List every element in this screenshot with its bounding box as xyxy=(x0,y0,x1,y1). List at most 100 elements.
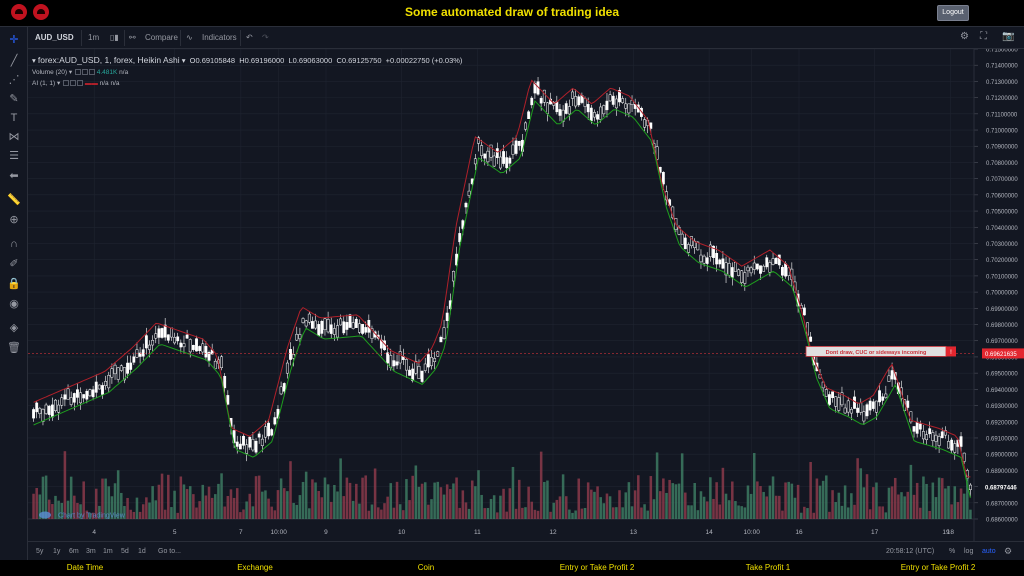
fib-tool-icon[interactable]: ⋰ xyxy=(8,74,20,86)
price-chart[interactable]: 0.71500000 0.71400000 0.71300000 0.71200000… xyxy=(28,49,1024,541)
candle-body xyxy=(320,321,324,334)
trend-line-icon[interactable]: ╱ xyxy=(10,55,18,67)
volume-bar xyxy=(881,506,884,519)
y-tick-label: 0.70700000 xyxy=(986,177,1018,183)
layers-icon[interactable]: ◈ xyxy=(9,322,19,334)
volume-close-icon[interactable] xyxy=(88,69,95,76)
pattern-tool-icon[interactable]: ⋈ xyxy=(8,131,20,143)
volume-settings-icon[interactable] xyxy=(81,69,88,76)
candle-body xyxy=(473,158,477,165)
candle-body xyxy=(699,254,703,263)
ai-settings-icon[interactable] xyxy=(70,80,77,87)
interval-selector[interactable]: 1m xyxy=(88,33,100,42)
volume-bar xyxy=(207,486,211,519)
lock-icon[interactable]: 🔒 xyxy=(7,278,21,290)
volume-bar xyxy=(245,501,248,519)
candle-body xyxy=(213,360,217,370)
candle-body xyxy=(614,98,618,109)
settings-gear-icon[interactable]: ⚙ xyxy=(960,31,969,42)
legend-collapse-icon[interactable]: ▾ xyxy=(32,56,36,65)
range-1m[interactable]: 1m xyxy=(103,548,113,555)
volume-bar xyxy=(32,493,35,519)
goto-button[interactable]: Go to... xyxy=(158,548,181,555)
candle-body xyxy=(129,362,133,370)
fullscreen-icon[interactable]: ⛶ xyxy=(980,31,987,42)
volume-bar xyxy=(577,478,581,519)
candle-body xyxy=(392,360,396,367)
range-3m[interactable]: 3m xyxy=(86,548,96,555)
volume-bar xyxy=(242,509,245,519)
candle-body xyxy=(245,444,249,454)
volume-bar xyxy=(44,475,48,519)
logout-button[interactable]: Logout xyxy=(937,5,969,21)
range-1d[interactable]: 1d xyxy=(138,548,146,555)
log-toggle[interactable]: log xyxy=(964,548,974,555)
volume-eye-icon[interactable] xyxy=(74,69,81,76)
candle-body xyxy=(514,140,518,154)
range-6m[interactable]: 6m xyxy=(69,548,79,555)
back-arrow-icon[interactable]: ⬅ xyxy=(9,170,19,182)
candle-body xyxy=(865,404,869,417)
legend-dropdown-icon[interactable]: ▾ xyxy=(181,56,186,65)
y-tick-label: 0.68700000 xyxy=(986,501,1018,507)
candle-body xyxy=(47,405,51,415)
volume-dropdown-icon[interactable]: ▾ xyxy=(68,69,73,76)
undo-icon[interactable]: ↶ xyxy=(246,33,253,42)
volume-bar xyxy=(380,509,383,519)
candle-body xyxy=(116,367,120,380)
candle-body xyxy=(574,96,578,107)
range-5d[interactable]: 5d xyxy=(121,548,129,555)
brush-icon[interactable]: ✎ xyxy=(9,93,19,105)
candle-body xyxy=(88,389,92,397)
volume-bar xyxy=(533,509,537,519)
ai-close-icon[interactable] xyxy=(77,80,84,87)
candle-body xyxy=(50,404,54,418)
volume-bar xyxy=(937,477,941,519)
volume-bar xyxy=(662,478,665,519)
crosshair-icon[interactable]: ✛ xyxy=(9,34,19,46)
ai-dropdown-icon[interactable]: ▾ xyxy=(56,80,61,87)
symbol-selector[interactable]: AUD_USD xyxy=(35,33,74,42)
candle-body xyxy=(477,137,480,144)
candle-body xyxy=(336,325,339,338)
indicators-button[interactable]: Indicators xyxy=(202,33,237,42)
range-5y[interactable]: 5y xyxy=(36,548,44,555)
compare-icon[interactable]: ⚯ xyxy=(129,33,136,42)
eye-icon[interactable]: ◉ xyxy=(9,298,19,310)
ai-eye-icon[interactable] xyxy=(63,80,70,87)
volume-bar xyxy=(91,512,95,519)
magnet-icon[interactable]: ∩ xyxy=(10,238,18,250)
redo-icon[interactable]: ↷ xyxy=(262,33,269,42)
ruler-icon[interactable]: 📏 xyxy=(7,194,21,206)
camera-icon[interactable]: 📷 xyxy=(1002,31,1015,42)
volume-bar xyxy=(875,482,878,519)
pencil-lock-icon[interactable]: ✐ xyxy=(9,258,19,270)
scale-settings-icon[interactable]: ⚙ xyxy=(1004,546,1013,556)
trash-icon[interactable]: 🗑 xyxy=(7,342,21,354)
brand-logo-icon-2 xyxy=(33,4,49,20)
candle-body xyxy=(752,262,756,270)
prediction-tool-icon[interactable]: ☰ xyxy=(9,150,19,162)
compare-button[interactable]: Compare xyxy=(145,33,178,42)
volume-bar xyxy=(818,485,822,519)
x-tick-label: 12 xyxy=(549,529,557,536)
candle-style-icon[interactable]: ▯▮ xyxy=(110,33,119,42)
volume-bar xyxy=(680,453,684,519)
volume-bar xyxy=(304,471,308,519)
candle-body xyxy=(57,404,61,413)
volume-label: Volume (20) xyxy=(32,69,68,76)
y-tick-label: 0.69100000 xyxy=(986,436,1018,442)
y-tick-label: 0.70100000 xyxy=(986,274,1018,280)
candle-body xyxy=(304,320,308,327)
auto-toggle[interactable]: auto xyxy=(982,548,996,555)
range-1y[interactable]: 1y xyxy=(53,548,61,555)
indicators-icon[interactable]: ∿ xyxy=(186,33,193,42)
zoom-in-icon[interactable]: ⊕ xyxy=(9,214,19,226)
volume-bar xyxy=(643,504,646,519)
volume-bar xyxy=(652,499,656,519)
volume-bar xyxy=(947,485,950,519)
percent-toggle[interactable]: % xyxy=(949,548,956,555)
text-tool-icon[interactable]: T xyxy=(10,112,18,124)
candle-body xyxy=(912,426,916,432)
volume-bar xyxy=(900,492,903,519)
